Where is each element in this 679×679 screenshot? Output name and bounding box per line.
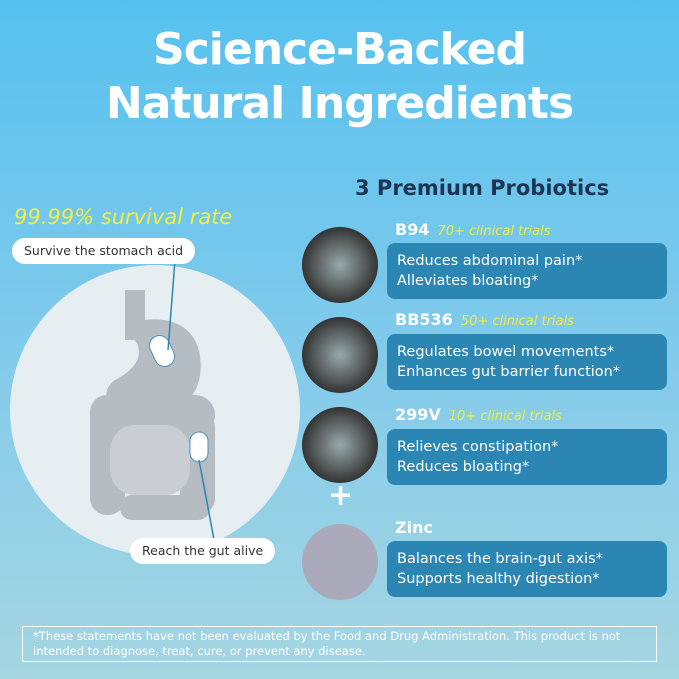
benefit: Regulates bowel movements* (397, 344, 615, 360)
benefit: Reduces abdominal pain* (397, 253, 583, 269)
footnote: *These statements have not been evaluate… (22, 626, 657, 662)
item-name: BB536 (395, 310, 453, 329)
clinical-trials: 50+ clinical trials (460, 314, 574, 329)
benefit: Relieves constipation* (397, 439, 559, 455)
item-name-row: 299V 10+ clinical trials (395, 405, 562, 424)
footnote-line: *These statements have not been evaluate… (33, 629, 621, 643)
label-pill: Reach the gut alive (130, 538, 276, 564)
clinical-trials: 70+ clinical trials (437, 224, 551, 239)
footnote-line: intended to diagnose, treat, cure, or pr… (33, 644, 366, 658)
benefit-box: Regulates bowel movements* Enhances gut b… (387, 334, 667, 390)
item-name-row: B94 70+ clinical trials (395, 220, 551, 239)
benefit: Supports healthy digestion* (397, 571, 600, 587)
item-name-row: BB536 50+ clinical trials (395, 310, 574, 329)
title: Natural Ingredients (105, 78, 574, 129)
title: Science-Backed (153, 24, 527, 75)
item-name-row: Zinc (395, 518, 433, 537)
benefit: Balances the brain-gut axis* (397, 551, 603, 567)
item-name: 299V (395, 405, 441, 424)
benefit: Enhances gut barrier function* (397, 364, 621, 380)
survival-rate: 99.99% survival rate (14, 205, 233, 229)
heading: 3 Premium Probiotics (355, 176, 610, 200)
benefit: Reduces bloating* (397, 459, 530, 475)
plus: + (328, 478, 354, 513)
benefit: Alleviates bloating* (397, 273, 539, 289)
label-pill: Survive the stomach acid (12, 238, 196, 264)
benefit-box: Balances the brain-gut axis* Supports hea… (387, 541, 667, 597)
benefit-box: Relieves constipation* Reduces bloating* (387, 429, 667, 485)
gut (90, 290, 215, 520)
item-name: B94 (395, 220, 430, 239)
item-name: Zinc (395, 518, 433, 537)
clinical-trials: 10+ clinical trials (448, 409, 562, 424)
benefit-box: Reduces abdominal pain* Alleviates bloati… (387, 243, 667, 299)
